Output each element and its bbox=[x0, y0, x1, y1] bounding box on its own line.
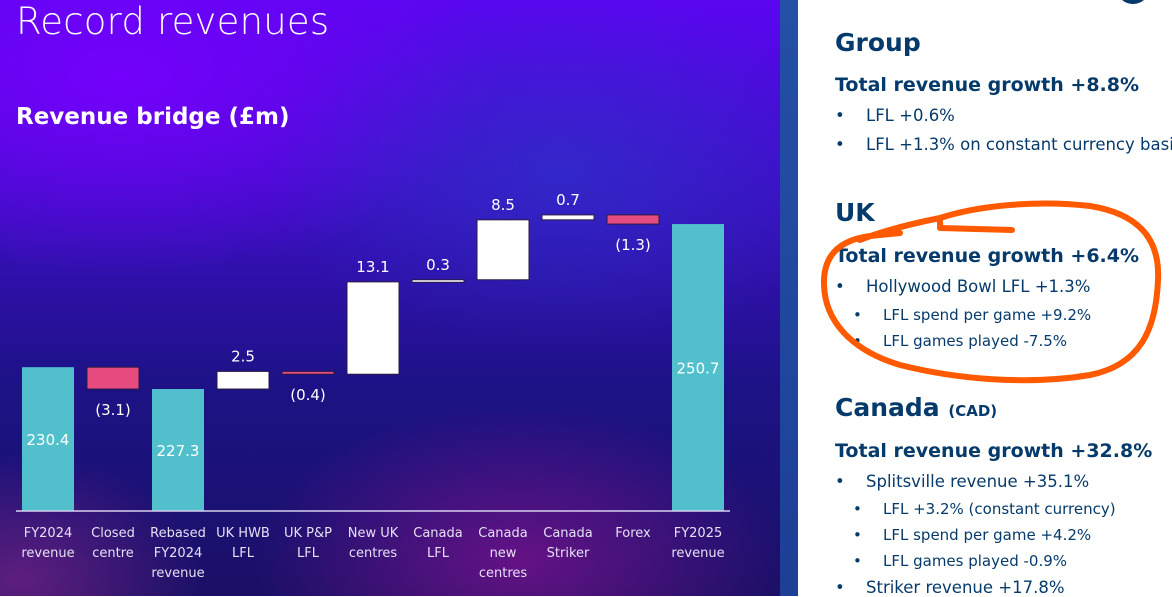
bullet-text: LFL +1.3% on constant currency basis bbox=[866, 135, 1172, 154]
category-label: Canada bbox=[478, 526, 527, 541]
panel-edge-strip bbox=[780, 0, 798, 596]
category-label: New UK bbox=[348, 526, 399, 541]
bar-1 bbox=[86, 366, 140, 390]
data-label: 227.3 bbox=[157, 442, 200, 460]
chart-panel: Record revenues Revenue bridge (£m) 230.… bbox=[0, 0, 798, 596]
category-label: UK P&P bbox=[284, 526, 332, 541]
category-label: Forex bbox=[615, 526, 651, 541]
group-heading: Group bbox=[835, 28, 921, 57]
bar-10 bbox=[672, 224, 724, 511]
bullet-dot: • bbox=[853, 526, 862, 544]
category-label: Striker bbox=[547, 546, 590, 561]
uk-sub-bullet: • LFL games played -7.5% bbox=[853, 332, 1067, 350]
category-label: LFL bbox=[427, 546, 450, 561]
bullet-text: Hollywood Bowl LFL +1.3% bbox=[866, 277, 1091, 296]
bar-2 bbox=[152, 389, 204, 511]
slide-title: Record revenues bbox=[16, 0, 330, 43]
category-label: FY2024 bbox=[24, 526, 73, 541]
bar-3 bbox=[216, 370, 270, 390]
group-bullet: • LFL +0.6% bbox=[835, 106, 955, 125]
canada-sub-bullet: • LFL spend per game +4.2% bbox=[853, 526, 1091, 544]
bar-9 bbox=[606, 214, 660, 225]
category-label: revenue bbox=[671, 546, 724, 561]
currency-note: (CAD) bbox=[948, 402, 998, 420]
bar-6 bbox=[411, 279, 465, 283]
bullet-dot: • bbox=[853, 500, 862, 518]
category-label: centre bbox=[92, 546, 134, 561]
category-label: LFL bbox=[297, 546, 320, 561]
category-label: centres bbox=[479, 566, 528, 581]
category-label: new bbox=[490, 546, 517, 561]
category-label: centres bbox=[349, 546, 398, 561]
category-label: Canada bbox=[413, 526, 462, 541]
bullet-dot: • bbox=[835, 472, 845, 491]
bullet-text: LFL spend per game +9.2% bbox=[883, 306, 1092, 324]
waterfall-chart: 230.4 FY2024 revenue (3.1) Closed centre 227.3… bbox=[16, 191, 730, 581]
bullet-dot: • bbox=[853, 332, 862, 350]
canada-heading-text: Canada bbox=[835, 393, 940, 422]
canada-growth: Total revenue growth +32.8% bbox=[835, 440, 1153, 462]
data-label: (1.3) bbox=[615, 236, 651, 254]
group-growth: Total revenue growth +8.8% bbox=[835, 74, 1140, 96]
data-label: 2.5 bbox=[231, 347, 255, 365]
summary-panel: Group Total revenue growth +8.8% • LFL +0… bbox=[798, 0, 1172, 597]
bullet-text: LFL games played -0.9% bbox=[883, 552, 1068, 570]
canada-bullet: • Striker revenue +17.8% bbox=[835, 578, 1065, 597]
bullet-dot: • bbox=[835, 277, 845, 296]
bar-0 bbox=[22, 367, 74, 511]
data-label: 0.3 bbox=[426, 256, 450, 274]
data-label: (3.1) bbox=[95, 401, 131, 419]
data-label: 0.7 bbox=[556, 191, 580, 209]
category-label: revenue bbox=[151, 566, 204, 581]
data-label: 13.1 bbox=[356, 258, 389, 276]
bullet-dot: • bbox=[835, 135, 845, 154]
bullet-dot: • bbox=[853, 552, 862, 570]
category-label: revenue bbox=[21, 546, 74, 561]
group-bullet: • LFL +1.3% on constant currency basis bbox=[835, 135, 1172, 154]
bar-4 bbox=[281, 370, 335, 375]
data-label: 230.4 bbox=[27, 431, 70, 449]
bullet-text: LFL +3.2% (constant currency) bbox=[883, 500, 1116, 518]
category-label: FY2024 bbox=[154, 546, 203, 561]
category-label: UK HWB bbox=[216, 526, 270, 541]
uk-sub-bullet: • LFL spend per game +9.2% bbox=[853, 306, 1091, 324]
uk-bullet: • Hollywood Bowl LFL +1.3% bbox=[835, 277, 1090, 296]
uk-heading: UK bbox=[835, 198, 875, 227]
bullet-text: LFL games played -7.5% bbox=[883, 332, 1068, 350]
bullet-text: LFL spend per game +4.2% bbox=[883, 526, 1092, 544]
uk-growth: Total revenue growth +6.4% bbox=[835, 245, 1140, 267]
canada-sub-bullet: • LFL games played -0.9% bbox=[853, 552, 1067, 570]
bullet-text: LFL +0.6% bbox=[866, 106, 955, 125]
bar-8 bbox=[541, 214, 595, 221]
canada-bullet: • Splitsville revenue +35.1% bbox=[835, 472, 1089, 491]
canada-heading: Canada (CAD) bbox=[835, 393, 997, 422]
chart-title: Revenue bridge (£m) bbox=[16, 104, 290, 130]
logo-circle bbox=[1118, 0, 1148, 4]
bar-7 bbox=[476, 219, 530, 281]
bullet-dot: • bbox=[835, 578, 845, 597]
bullet-text: Striker revenue +17.8% bbox=[866, 578, 1065, 597]
bullet-dot: • bbox=[835, 106, 845, 125]
category-label: Canada bbox=[543, 526, 592, 541]
data-label: 250.7 bbox=[677, 360, 720, 378]
bullet-dot: • bbox=[853, 306, 862, 324]
bar-5 bbox=[346, 281, 400, 375]
data-label: (0.4) bbox=[290, 386, 326, 404]
canada-sub-bullet: • LFL +3.2% (constant currency) bbox=[853, 500, 1116, 518]
bullet-text: Splitsville revenue +35.1% bbox=[866, 472, 1090, 491]
category-label: FY2025 bbox=[674, 526, 723, 541]
category-label: Closed bbox=[91, 526, 135, 541]
category-label: LFL bbox=[232, 546, 255, 561]
category-label: Rebased bbox=[150, 526, 206, 541]
data-label: 8.5 bbox=[491, 196, 515, 214]
